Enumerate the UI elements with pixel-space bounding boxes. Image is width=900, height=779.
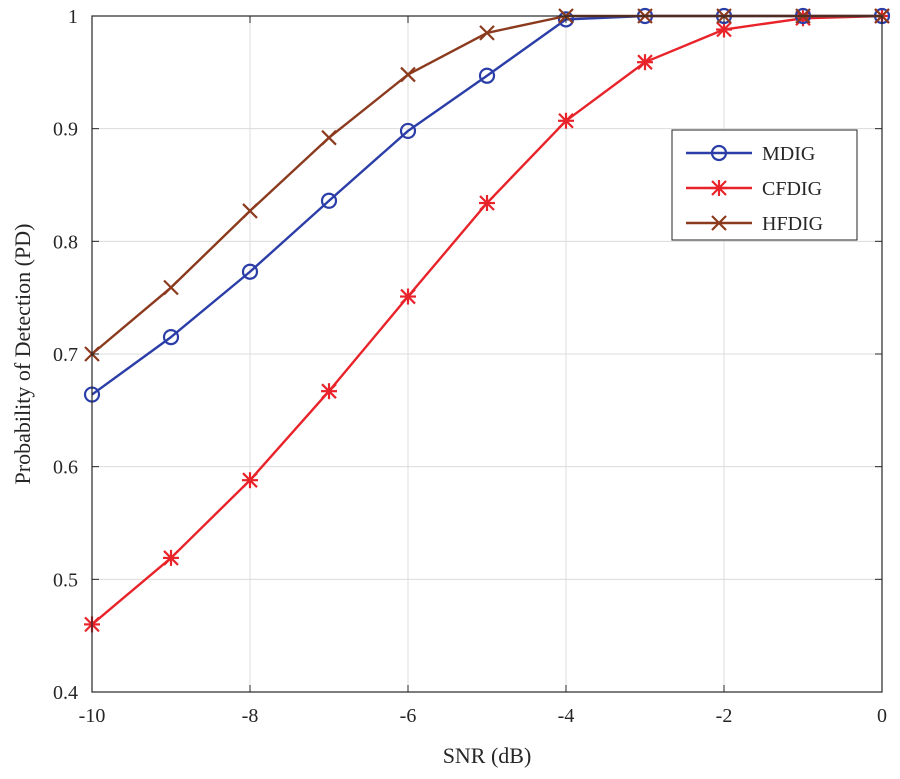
data-point-mdig <box>320 192 338 209</box>
legend-marker-mdig <box>710 144 728 162</box>
data-point-mdig <box>162 329 180 346</box>
y-tick-label: 0.5 <box>53 569 78 591</box>
data-point-mdig <box>478 67 496 84</box>
y-tick-label: 0.8 <box>53 231 78 253</box>
data-point-cfdig <box>479 195 495 212</box>
data-point-cfdig <box>163 549 179 566</box>
marker-stroke <box>400 66 416 83</box>
data-point-mdig <box>241 263 259 280</box>
x-axis-label: SNR (dB) <box>443 743 532 768</box>
data-point-cfdig <box>795 10 811 27</box>
legend-label-mdig: MDIG <box>762 143 815 165</box>
x-tick-label: -4 <box>558 705 575 727</box>
x-tick-label: -2 <box>716 705 733 727</box>
x-tick-label: -10 <box>79 705 106 727</box>
marker-stroke <box>163 279 179 296</box>
legend-label-cfdig: CFDIG <box>762 178 822 200</box>
data-point-cfdig <box>400 288 416 305</box>
data-point-cfdig <box>242 472 258 489</box>
data-point-hfdig <box>242 203 258 219</box>
legend-marker-cfdig <box>711 180 727 196</box>
data-point-cfdig <box>321 383 337 400</box>
y-tick-label: 0.9 <box>53 119 78 141</box>
data-point-hfdig <box>400 66 416 83</box>
marker-stroke <box>479 25 495 41</box>
x-tick-label: 0 <box>877 705 887 727</box>
data-point-hfdig <box>479 25 495 41</box>
marker-stroke <box>242 203 258 219</box>
y-tick-label: 0.7 <box>53 344 78 366</box>
x-tick-label: -8 <box>242 705 259 727</box>
y-tick-label: 0.4 <box>53 682 78 704</box>
data-point-cfdig <box>558 112 574 129</box>
y-tick-label: 0.6 <box>53 457 78 479</box>
grid <box>91 15 883 693</box>
data-point-hfdig <box>321 129 337 146</box>
x-tick-label: -6 <box>400 705 417 727</box>
marker-stroke <box>321 129 337 146</box>
legend-box <box>671 129 858 241</box>
data-point-cfdig <box>716 21 732 38</box>
data-point-mdig <box>557 11 575 28</box>
data-point-mdig <box>399 122 417 140</box>
y-tick-label: 1 <box>68 6 78 28</box>
ticks: -10 -8 -6 -4 -2 0 0.4 0.5 0.6 0.7 0.8 0.9 1 <box>53 6 887 727</box>
legend-label-hfdig: HFDIG <box>762 213 823 235</box>
legend-marker-hfdig <box>711 215 727 231</box>
y-axis-label: Probability of Detection (PD) <box>10 224 35 485</box>
legend: MDIG CFDIG HFDIG <box>671 129 858 241</box>
data-point-cfdig <box>637 54 653 71</box>
marker-stroke <box>711 215 727 231</box>
data-point-hfdig <box>163 279 179 296</box>
